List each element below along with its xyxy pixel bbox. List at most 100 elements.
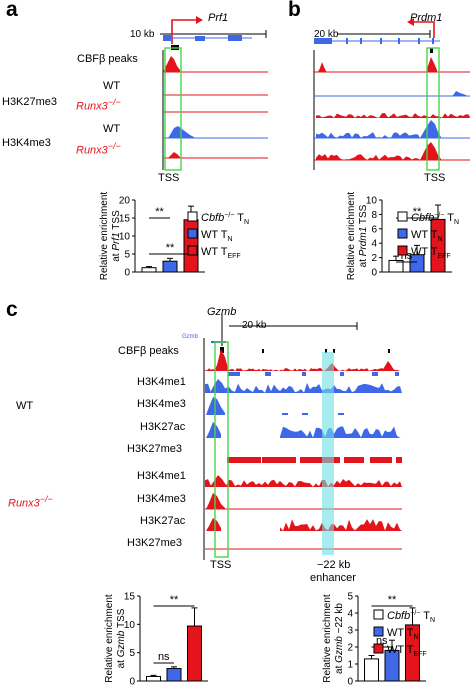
gzmb-cbf-label: CBFβ peaks	[118, 345, 179, 357]
legend-label-3: WT TEFF	[387, 644, 427, 658]
prf1-wt-label-2: WT	[103, 123, 121, 135]
chart-2-ytick-label: 4	[371, 239, 377, 250]
prf1-h3k27me3-label: H3K27me3	[2, 96, 58, 108]
gzmb-wt-k4me1-peak	[210, 379, 226, 393]
legend-label-1: Cbfb−/− TN	[201, 212, 249, 226]
gzmb-runx3-label: Runx3−/−	[8, 494, 53, 510]
gzmb-annot-6	[395, 372, 399, 376]
gzmb-wt-k27me3-bar-1	[227, 457, 261, 463]
prdm1-tss-arrow	[414, 21, 435, 38]
chart-2-ylabel-2: at Prdm1 TSS	[358, 204, 369, 267]
legend-label-2: WT TN	[387, 627, 419, 641]
prf1-exon-2	[195, 36, 205, 41]
prdm1-scale-label: 20 kb	[314, 29, 339, 40]
legend-swatch-3	[187, 245, 198, 256]
chart-1-ylabel-2: at Prf1 TSS	[111, 210, 122, 262]
gzmb-small-gene-label: Gzmb	[182, 334, 199, 340]
chart-3-bar-2	[166, 668, 182, 682]
gzmb-cbf-peak	[214, 349, 228, 371]
legend-swatch-2	[397, 228, 408, 239]
chart-4-sig-1: **	[388, 594, 397, 606]
gzmb-wt-h3k27ac: H3K27ac	[140, 421, 186, 433]
gzmb-wt-label: WT	[16, 400, 34, 412]
prdm1-gene-label: Prdm1	[410, 12, 443, 24]
chart-3-ytick-label: 5	[129, 648, 135, 659]
legend-label-2: WT TN	[411, 229, 443, 243]
legend-swatch-2	[187, 228, 198, 239]
gzmb-ko-h3k4me3: H3K4me3	[137, 493, 186, 505]
gzmb-ko-k27ac-peak	[206, 518, 221, 531]
gzmb-wt-h3k4me1: H3K4me1	[137, 376, 186, 388]
panel-a-label: a	[6, 0, 18, 21]
legend-swatch-3	[373, 643, 384, 654]
prdm1-exon-5	[398, 38, 400, 44]
chart-2-ytick-label: 0	[371, 268, 377, 279]
chart-4-ylabel-2: at Gzmb −22 kb	[334, 603, 345, 674]
prf1-cbf-label: CBFβ peaks	[77, 53, 138, 65]
chart-1-ylabel-1: Relative enrichment	[99, 192, 110, 281]
prdm1-tss-arrowhead	[407, 18, 414, 26]
chart-3: 0 5 10 15 ** ns Relative enrichment at Gzmb TSS	[104, 592, 208, 688]
gzmb-wt-k27me3-bar-4	[344, 457, 364, 463]
chart-2-ytick-label: 6	[371, 224, 377, 235]
gzmb-annot-2	[265, 372, 271, 376]
chart-3-ylabel-2: at Gzmb TSS	[116, 608, 127, 668]
gzmb-gene-label: Gzmb	[207, 306, 237, 318]
chart-4-ytick-label: 1	[347, 660, 353, 671]
chart-2-legend: Cbfb−/− TN WT TN WT TEFF	[397, 211, 459, 260]
chart-1-ytick-label: 5	[124, 250, 130, 261]
chart-3-ytick-label: 10	[124, 620, 136, 631]
chart-4-ytick-label: 4	[347, 609, 353, 620]
prf1-runx3-label-1: Runx3−/−	[76, 97, 121, 113]
chart-1-sig-2: **	[155, 206, 164, 218]
prdm1-cbf-peak-mark	[430, 48, 433, 53]
chart-1-ytick-label: 10	[119, 232, 131, 243]
prf1-h3k4me3-label: H3K4me3	[2, 137, 51, 149]
gzmb-wt-k27me3-bar-2	[262, 457, 296, 463]
gzmb-wt-k4me3-blip-1	[282, 413, 288, 415]
gzmb-ko-h3k4me1: H3K4me1	[137, 470, 186, 482]
chart-2-ylabel-1: Relative enrichment	[346, 192, 357, 281]
prf1-scale-label: 10 kb	[130, 29, 155, 40]
gzmb-annot-1	[228, 372, 240, 376]
prdm1-k4-ko-peak	[420, 142, 441, 160]
legend-swatch-1	[187, 211, 198, 222]
prdm1-k27-wt-peak	[452, 91, 466, 96]
gzmb-wt-k27ac-peak	[206, 422, 221, 438]
gzmb-other-peak-mark-3	[388, 349, 390, 353]
gzmb-other-peak-mark-2	[333, 349, 335, 353]
prf1-exon-1	[163, 35, 171, 41]
gzmb-cbf-peak-mark	[220, 347, 224, 353]
prf1-tss-arrowhead	[196, 16, 203, 24]
chart-1-ytick-label: 15	[119, 214, 131, 225]
gzmb-cbf-noise	[205, 368, 400, 371]
gzmb-wt-k4me3-blip-2	[302, 413, 308, 415]
chart-3-ylabel-1: Relative enrichment	[104, 594, 115, 683]
legend-label-3: WT TEFF	[411, 246, 451, 260]
legend-swatch-1	[397, 211, 408, 222]
prf1-tss-label: TSS	[158, 172, 180, 184]
chart-3-ytick-label: 0	[129, 677, 135, 688]
prdm1-exon-4	[380, 38, 382, 44]
prdm1-cbf-peak-1	[318, 62, 326, 72]
gzmb-wt-k27me3-bar-6	[396, 457, 402, 463]
prf1-k4-ko-peak	[168, 152, 180, 158]
gzmb-wt-k27me3-bar-3	[300, 457, 340, 463]
gzmb-wt-k4me1	[205, 383, 402, 393]
chart-3-ytick-label: 15	[124, 592, 136, 603]
prf1-cbf-peak	[163, 56, 180, 72]
chart-1-legend: Cbfb−/− TN WT TN WT TEFF	[187, 211, 249, 260]
chart-4-ytick-label: 2	[347, 643, 353, 654]
chart-4-legend: Cbfb−/− TN WT TN WT TEFF	[373, 609, 435, 658]
chart-2-sig-1: **	[413, 206, 422, 218]
chart-1-bar-2	[162, 260, 178, 273]
gzmb-wt-h3k27me3: H3K27me3	[127, 443, 183, 455]
chart-2-ytick-label: 10	[366, 196, 378, 207]
gzmb-annot-3	[302, 372, 306, 376]
chart-1-ytick-label: 20	[119, 196, 131, 207]
gzmb-enh-label-2: enhancer	[310, 572, 356, 584]
legend-swatch-1	[373, 609, 384, 620]
chart-3-sig-2: ns	[158, 651, 170, 663]
